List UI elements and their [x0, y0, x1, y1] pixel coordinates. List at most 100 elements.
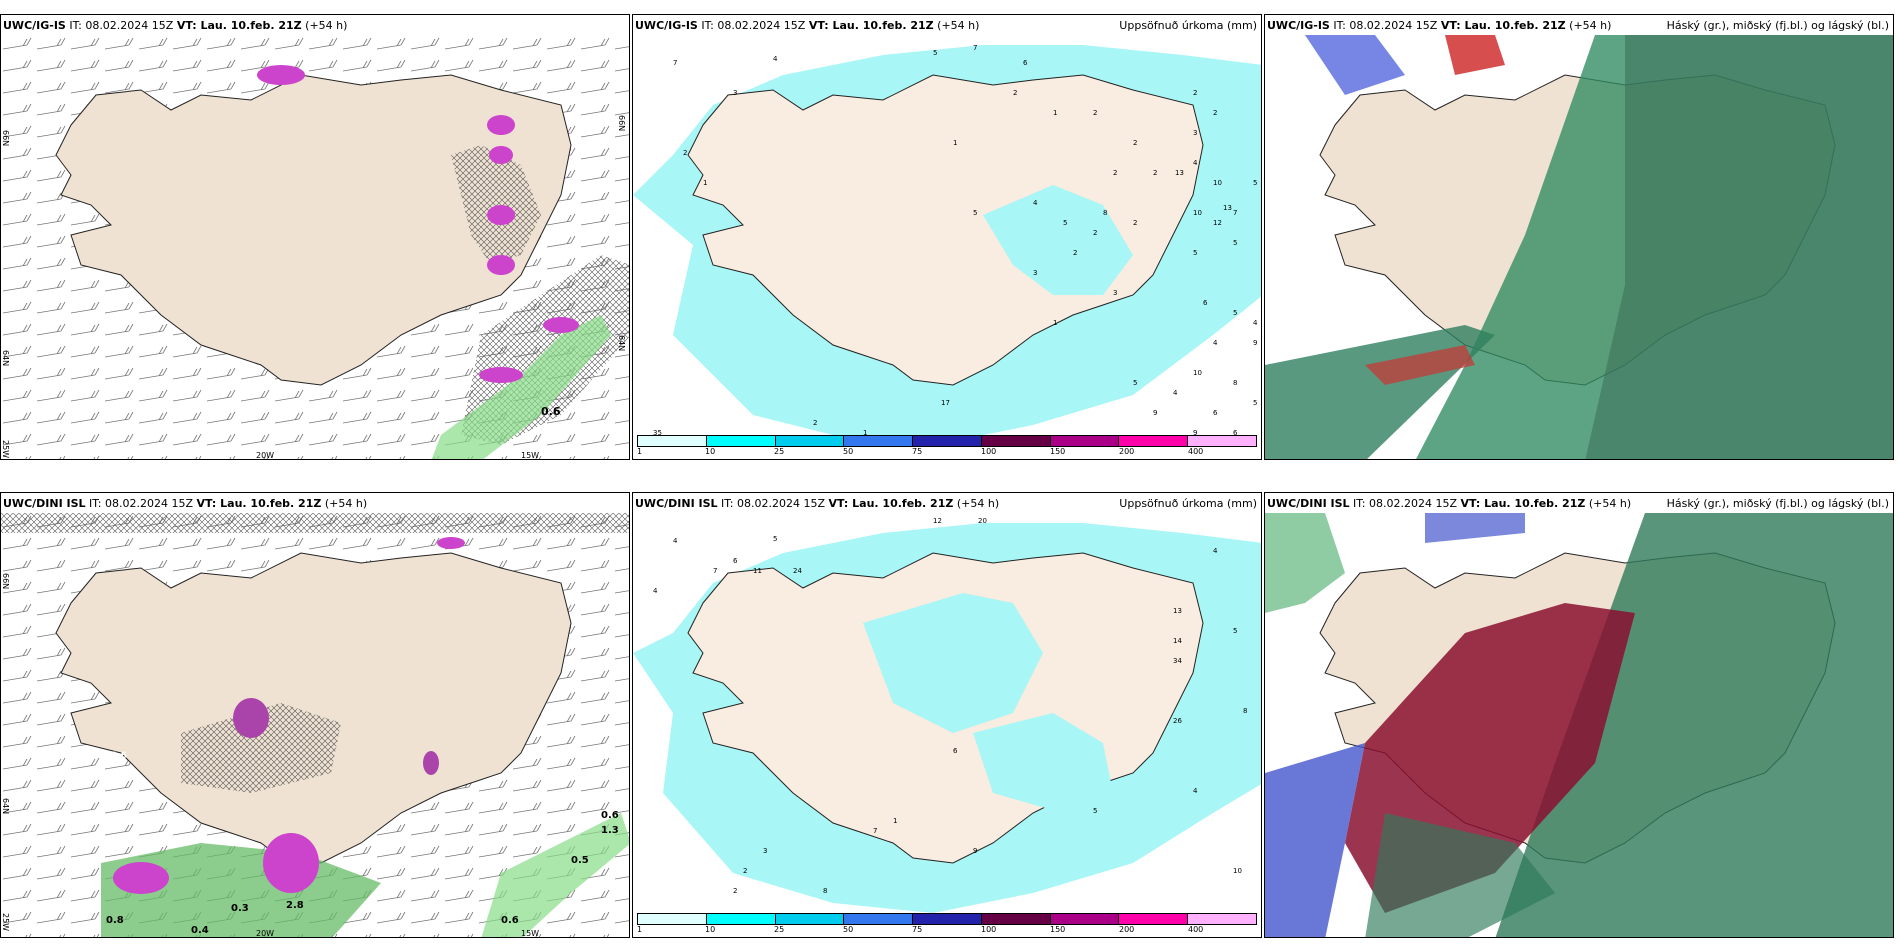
svg-text:1: 1 [863, 429, 867, 437]
svg-text:2: 2 [1133, 139, 1137, 147]
svg-text:7: 7 [713, 567, 717, 575]
svg-text:4: 4 [1213, 547, 1218, 555]
panel-header: UWC/IG-IS IT: 08.02.2024 15Z VT: Lau. 10… [635, 19, 1257, 32]
map-panel-ig-precip: UWC/IG-IS IT: 08.02.2024 15Z VT: Lau. 10… [632, 14, 1262, 460]
svg-text:0.6: 0.6 [601, 810, 619, 821]
svg-text:4: 4 [1033, 199, 1038, 207]
svg-text:9: 9 [1253, 339, 1257, 347]
svg-text:0.4: 0.4 [191, 925, 209, 936]
wind-label: 0.6 [541, 405, 561, 418]
svg-text:1: 1 [1053, 319, 1057, 327]
svg-text:2: 2 [1213, 109, 1217, 117]
svg-text:20W: 20W [256, 929, 274, 938]
map-canvas: 12 20 4 5 6 7 11 24 4 4 13 34 26 14 5 8 … [633, 513, 1261, 937]
precip-values: 12 20 4 5 6 7 11 24 4 4 13 34 26 14 5 8 … [653, 517, 1247, 923]
svg-text:12: 12 [1213, 219, 1222, 227]
svg-text:1: 1 [1053, 109, 1057, 117]
panel-header: UWC/DINI ISL IT: 08.02.2024 15Z VT: Lau.… [3, 497, 368, 510]
svg-text:3: 3 [733, 89, 737, 97]
svg-text:9: 9 [973, 847, 977, 855]
map-panel-dini-clouds: UWC/DINI ISL IT: 08.02.2024 15Z VT: Lau.… [1264, 492, 1894, 938]
panel-header: UWC/DINI ISL IT: 08.02.2024 15Z VT: Lau.… [1267, 497, 1889, 510]
svg-text:12: 12 [933, 517, 942, 525]
svg-text:20W: 20W [256, 451, 274, 460]
svg-text:3: 3 [1193, 129, 1197, 137]
svg-text:6: 6 [953, 747, 958, 755]
svg-text:4: 4 [673, 537, 678, 545]
panel-header: UWC/IG-IS IT: 08.02.2024 15Z VT: Lau. 10… [3, 19, 348, 32]
svg-text:2: 2 [1013, 89, 1017, 97]
map-panel-ig-clouds: UWC/IG-IS IT: 08.02.2024 15Z VT: Lau. 10… [1264, 14, 1894, 460]
svg-text:5: 5 [1133, 379, 1137, 387]
svg-text:1.3: 1.3 [601, 825, 619, 836]
svg-text:4: 4 [1193, 787, 1198, 795]
svg-text:17: 17 [941, 399, 950, 407]
svg-text:7: 7 [873, 827, 877, 835]
svg-text:0.8: 0.8 [106, 915, 124, 926]
svg-text:5: 5 [1063, 219, 1067, 227]
svg-text:2.8: 2.8 [286, 900, 304, 911]
svg-text:2: 2 [1133, 219, 1137, 227]
svg-text:4: 4 [653, 587, 658, 595]
svg-text:4: 4 [1213, 339, 1218, 347]
svg-text:14: 14 [1173, 637, 1182, 645]
svg-text:5: 5 [1233, 309, 1237, 317]
svg-text:9: 9 [1193, 429, 1197, 437]
map-panel-dini-wind: UWC/DINI ISL IT: 08.02.2024 15Z VT: Lau.… [0, 492, 630, 938]
svg-text:2: 2 [1073, 249, 1077, 257]
svg-text:11: 11 [753, 567, 762, 575]
svg-text:25W: 25W [1, 440, 10, 458]
svg-text:13: 13 [1223, 204, 1232, 212]
svg-text:2: 2 [733, 887, 737, 895]
svg-text:9: 9 [1153, 409, 1157, 417]
map-panel-ig-wind: UWC/IG-IS IT: 08.02.2024 15Z VT: Lau. 10… [0, 14, 630, 460]
svg-text:25W: 25W [1, 913, 10, 931]
svg-text:0.3: 0.3 [231, 903, 249, 914]
panel-header: UWC/DINI ISL IT: 08.02.2024 15Z VT: Lau.… [635, 497, 1257, 510]
svg-text:4: 4 [773, 55, 778, 63]
svg-text:5: 5 [1093, 807, 1097, 815]
svg-text:8: 8 [1103, 209, 1107, 217]
svg-text:8: 8 [823, 887, 827, 895]
svg-text:5: 5 [1193, 249, 1197, 257]
svg-text:66N: 66N [617, 115, 626, 131]
svg-text:7: 7 [673, 59, 677, 67]
svg-text:6: 6 [1023, 59, 1028, 67]
svg-text:1: 1 [703, 179, 707, 187]
svg-text:7: 7 [973, 44, 977, 52]
precip-colorbar: 1 10 25 50 75 100 150 200 400 [637, 435, 1257, 456]
svg-text:20: 20 [978, 517, 987, 525]
svg-text:4: 4 [1253, 319, 1258, 327]
svg-text:64N: 64N [1, 798, 10, 814]
svg-text:8: 8 [1233, 379, 1237, 387]
svg-text:5: 5 [973, 209, 977, 217]
svg-text:35: 35 [653, 429, 662, 437]
svg-text:2: 2 [1113, 169, 1117, 177]
svg-text:5: 5 [1253, 399, 1257, 407]
svg-text:3: 3 [1033, 269, 1037, 277]
svg-text:10: 10 [1193, 369, 1202, 377]
svg-text:0.6: 0.6 [111, 751, 127, 761]
svg-text:10: 10 [1233, 867, 1242, 875]
svg-text:26: 26 [1173, 717, 1182, 725]
map-canvas: 7 4 5 7 6 3 2 1 2 1 2 2 2 2 2 2 3 1 5 4 … [633, 35, 1261, 459]
svg-text:64N: 64N [617, 335, 626, 351]
svg-text:1: 1 [953, 139, 957, 147]
svg-text:1: 1 [893, 817, 897, 825]
svg-text:3: 3 [763, 847, 767, 855]
svg-text:66N: 66N [1, 130, 10, 146]
panel-header: UWC/IG-IS IT: 08.02.2024 15Z VT: Lau. 10… [1267, 19, 1889, 32]
svg-text:15W: 15W [521, 929, 539, 938]
precip-values: 7 4 5 7 6 3 2 1 2 1 2 2 2 2 2 2 3 1 5 4 … [653, 44, 1258, 447]
svg-text:6: 6 [1203, 299, 1208, 307]
svg-text:13: 13 [1175, 169, 1184, 177]
svg-text:10: 10 [1193, 209, 1202, 217]
svg-text:2: 2 [743, 867, 747, 875]
svg-text:5: 5 [933, 49, 937, 57]
svg-text:6: 6 [1213, 409, 1218, 417]
svg-text:0.5: 0.5 [571, 855, 589, 866]
map-canvas: 0.6 0.8 0.4 0.3 2.8 0.6 1.3 0.5 0.6 66N … [1, 513, 629, 938]
svg-text:6: 6 [1233, 429, 1238, 437]
svg-text:6: 6 [733, 557, 738, 565]
map-panel-dini-precip: UWC/DINI ISL IT: 08.02.2024 15Z VT: Lau.… [632, 492, 1262, 938]
